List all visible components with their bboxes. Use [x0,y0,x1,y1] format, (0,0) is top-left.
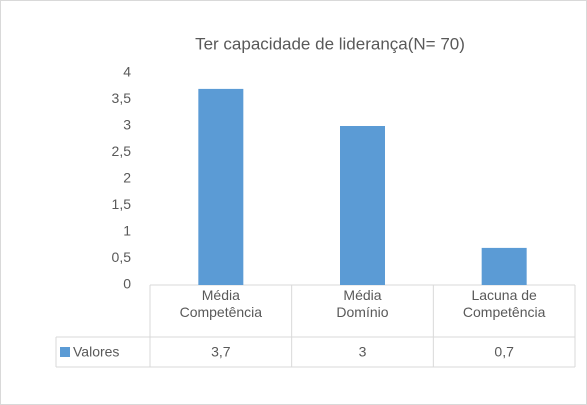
x-tick-label-box: Média Domínio [336,287,389,320]
y-tick-label: 0 [123,276,131,292]
chart-title: Ter capacidade de liderança(N= 70) [195,34,465,53]
table-value: 0,7 [494,344,514,360]
bar [481,247,527,285]
y-tick-label: 0,5 [112,249,132,265]
table-value: 3 [359,344,367,360]
y-tick-label: 3,5 [112,90,132,106]
y-tick-label: 1,5 [112,196,132,212]
x-tick-label-box: Média Competência [179,287,263,320]
legend-swatch [60,347,70,357]
x-tick-label-box: Lacuna de Competência [462,287,546,320]
x-tick-label: Média Domínio [336,287,389,320]
table-value: 3,7 [211,344,231,360]
y-tick-label: 1 [123,223,131,239]
x-tick-label: Média Competência [179,287,263,320]
y-tick-label: 2,5 [112,143,132,159]
y-tick-label: 4 [123,64,131,80]
x-tick-label: Lacuna de Competência [462,287,546,320]
y-tick-label: 3 [123,117,131,133]
y-tick-label: 2 [123,170,131,186]
legend-label: Valores [73,344,119,360]
bar [198,88,244,286]
bar [340,126,385,285]
